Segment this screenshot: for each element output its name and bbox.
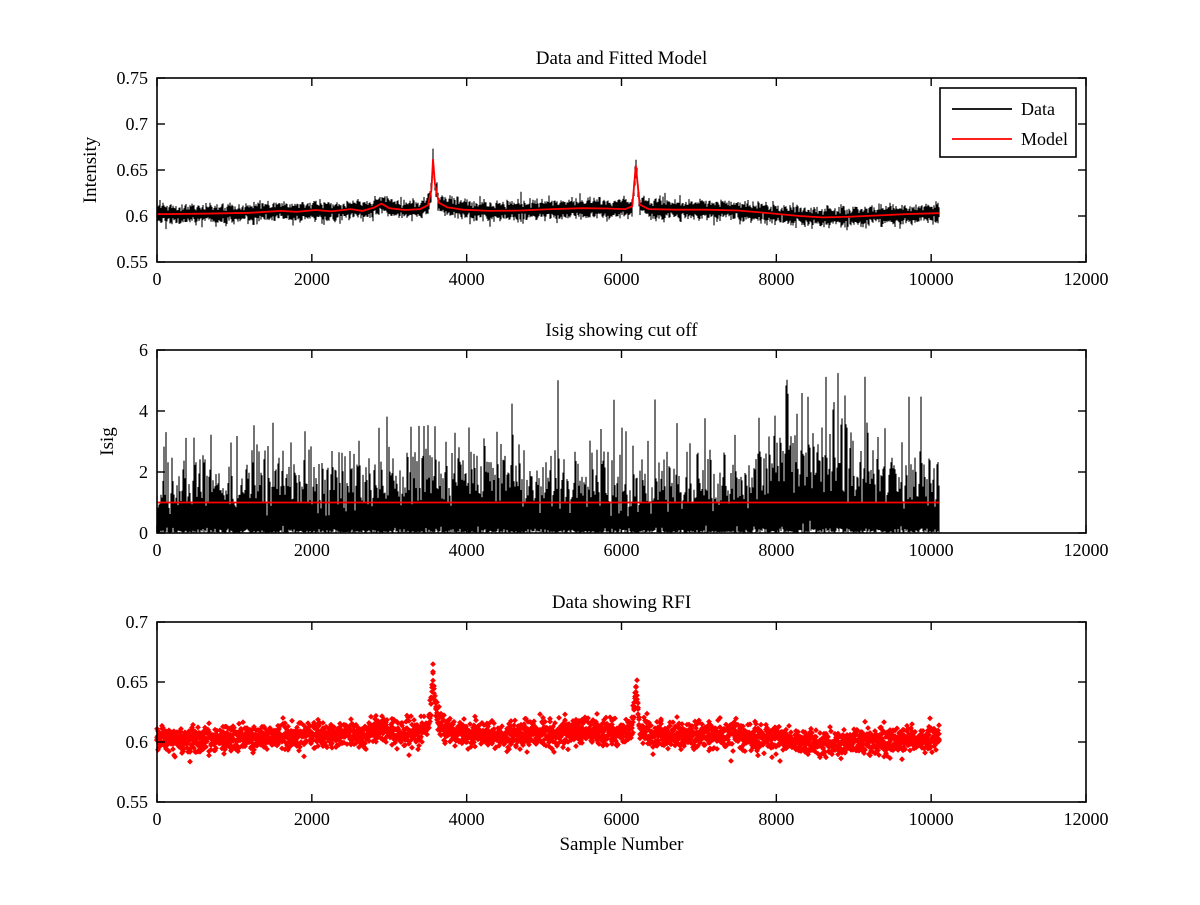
y-tick-label: 0.7 bbox=[126, 612, 149, 632]
x-tick-label: 0 bbox=[153, 809, 162, 829]
x-tick-label: 6000 bbox=[604, 540, 640, 560]
x-tick-label: 4000 bbox=[449, 540, 485, 560]
x-tick-label: 2000 bbox=[294, 540, 330, 560]
x-tick-label: 12000 bbox=[1064, 809, 1109, 829]
y-tick-label: 0.75 bbox=[117, 68, 149, 88]
y-tick-label: 0.65 bbox=[117, 672, 149, 692]
x-tick-label: 0 bbox=[153, 269, 162, 289]
subplot-data-and-fitted-model: 0 2000 4000 6000 8000 10000 12000 0.55 0.6 0.65 0.… bbox=[80, 48, 1109, 289]
y-tick-label: 0.65 bbox=[117, 160, 149, 180]
x-tick-label: 10000 bbox=[909, 809, 954, 829]
rfi-scatter-series bbox=[154, 661, 942, 765]
plot-title: Data and Fitted Model bbox=[536, 48, 708, 69]
y-axis-label: Intensity bbox=[80, 136, 101, 203]
x-tick-label: 2000 bbox=[294, 809, 330, 829]
legend-box bbox=[939, 87, 1077, 158]
legend: Data Model bbox=[939, 87, 1077, 158]
x-tick-label: 10000 bbox=[909, 269, 954, 289]
x-tick-label: 4000 bbox=[449, 809, 485, 829]
y-tick-label: 0.7 bbox=[126, 114, 149, 134]
x-tick-label: 12000 bbox=[1064, 269, 1109, 289]
y-tick-label: 0.55 bbox=[117, 792, 149, 812]
plot-title: Isig showing cut off bbox=[545, 320, 698, 341]
y-tick-label: 0.6 bbox=[126, 206, 149, 226]
x-tick-label: 10000 bbox=[909, 540, 954, 560]
x-tick-label: 12000 bbox=[1064, 540, 1109, 560]
y-tick-label: 0.6 bbox=[126, 732, 149, 752]
x-tick-label: 0 bbox=[153, 540, 162, 560]
model-line bbox=[156, 158, 939, 219]
legend-entry-label: Model bbox=[1021, 129, 1068, 149]
x-tick-label: 8000 bbox=[758, 540, 794, 560]
x-axis-label: Sample Number bbox=[559, 834, 684, 855]
x-tick-label: 8000 bbox=[758, 809, 794, 829]
y-tick-label: 0 bbox=[139, 523, 148, 543]
y-tick-label: 0.55 bbox=[117, 252, 149, 272]
subplot-data-showing-rfi: 0 2000 4000 6000 8000 10000 12000 0.55 0.6 0.65 0.… bbox=[117, 592, 1109, 855]
y-axis-label: Isig bbox=[97, 427, 118, 456]
x-tick-label: 6000 bbox=[604, 269, 640, 289]
isig-noise-series bbox=[156, 373, 940, 533]
legend-entry-label: Data bbox=[1021, 99, 1055, 119]
y-tick-label: 6 bbox=[139, 340, 148, 360]
x-tick-label: 2000 bbox=[294, 269, 330, 289]
y-tick-label: 4 bbox=[139, 401, 148, 421]
x-tick-label: 8000 bbox=[758, 269, 794, 289]
y-tick-label: 2 bbox=[139, 462, 148, 482]
x-tick-label: 4000 bbox=[449, 269, 485, 289]
plot-title: Data showing RFI bbox=[552, 592, 691, 613]
subplot-isig-showing-cut-off: 0 2000 4000 6000 8000 10000 12000 0 2 4 6 Isig show… bbox=[97, 320, 1109, 560]
x-tick-label: 6000 bbox=[604, 809, 640, 829]
plot-box bbox=[156, 621, 1087, 803]
